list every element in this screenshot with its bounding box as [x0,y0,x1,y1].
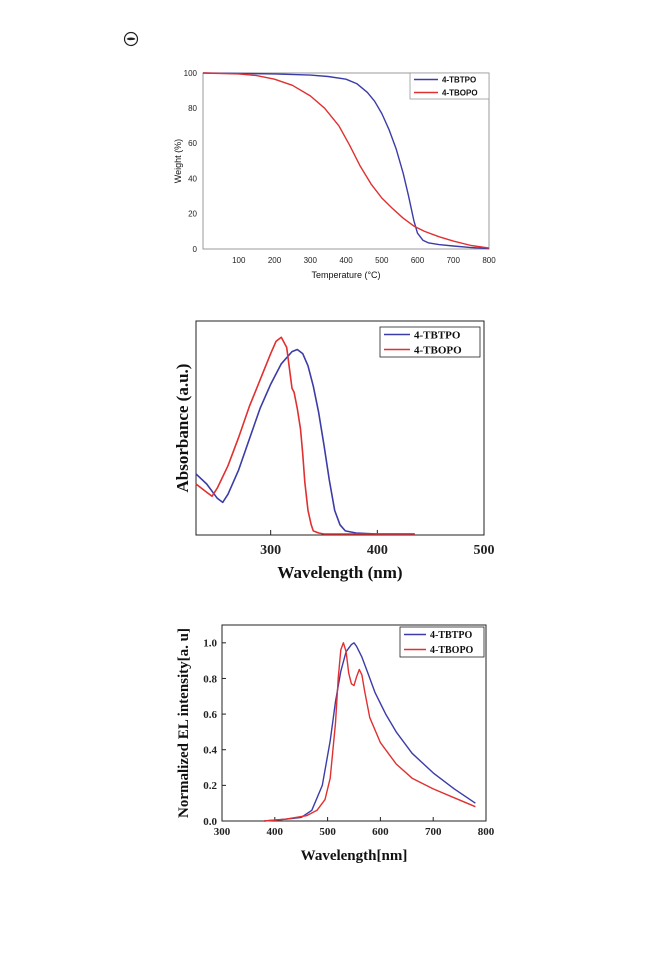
y-axis-label: Normalized EL intensity[a. u] [176,628,192,818]
plot-frame [195,320,485,536]
x-tick-label: 500 [319,826,336,838]
x-tick-label: 400 [267,826,284,838]
y-tick-label: 40 [188,174,197,183]
x-tick-label: 400 [367,543,388,558]
x-tick-label: 700 [447,256,461,265]
legend-box [379,326,481,358]
y-tick-label: 20 [188,210,197,219]
y-tick-label: 0.0 [203,816,217,828]
x-tick-label: 600 [411,256,425,265]
y-tick-label: 0.2 [203,780,217,792]
series-line-4-tbtpo [264,642,476,822]
legend-label: 4-TBOPO [414,344,462,356]
x-tick-label: 700 [425,826,442,838]
y-tick-label: 0 [193,245,198,254]
plot-frame [221,624,487,822]
y-tick-label: 60 [188,139,197,148]
series-line-4-tbopo [202,72,490,249]
legend-label: 4-TBOPO [442,88,478,97]
x-tick-label: 300 [304,256,318,265]
x-tick-label: 300 [260,543,281,558]
y-axis-label: Weight (%) [173,139,183,183]
journal-logo-icon [123,31,139,47]
x-tick-label: 100 [232,256,246,265]
series-line-4-tbtpo [202,72,490,250]
y-tick-label: 0.6 [203,709,217,721]
x-axis-label: Wavelength[nm] [301,848,408,864]
y-tick-label: 100 [184,69,198,78]
y-tick-label: 1.0 [203,638,217,650]
series-line-4-tbopo [264,642,476,822]
series-line-4-tbtpo [195,348,415,535]
x-axis-label: Wavelength (nm) [277,563,402,582]
series-line-4-tbopo [195,336,415,535]
x-axis-label: Temperature (°C) [311,270,380,280]
legend-label: 4-TBTPO [442,75,476,84]
x-tick-label: 400 [339,256,353,265]
legend-label: 4-TBTPO [430,630,472,641]
legend-box [409,72,490,100]
x-tick-label: 800 [478,826,495,838]
y-tick-label: 0.4 [203,745,217,757]
x-tick-label: 600 [372,826,389,838]
y-tick-label: 0.8 [203,673,217,685]
plot-frame [202,72,490,250]
legend-label: 4-TBOPO [430,645,474,656]
y-tick-label: 80 [188,104,197,113]
x-tick-label: 800 [482,256,496,265]
x-tick-label: 500 [375,256,389,265]
y-axis-label: Absorbance (a.u.) [173,364,192,493]
x-tick-label: 200 [268,256,282,265]
x-tick-label: 300 [214,826,231,838]
legend-label: 4-TBTPO [414,329,461,341]
x-tick-label: 500 [474,543,495,558]
legend-box [399,626,485,658]
